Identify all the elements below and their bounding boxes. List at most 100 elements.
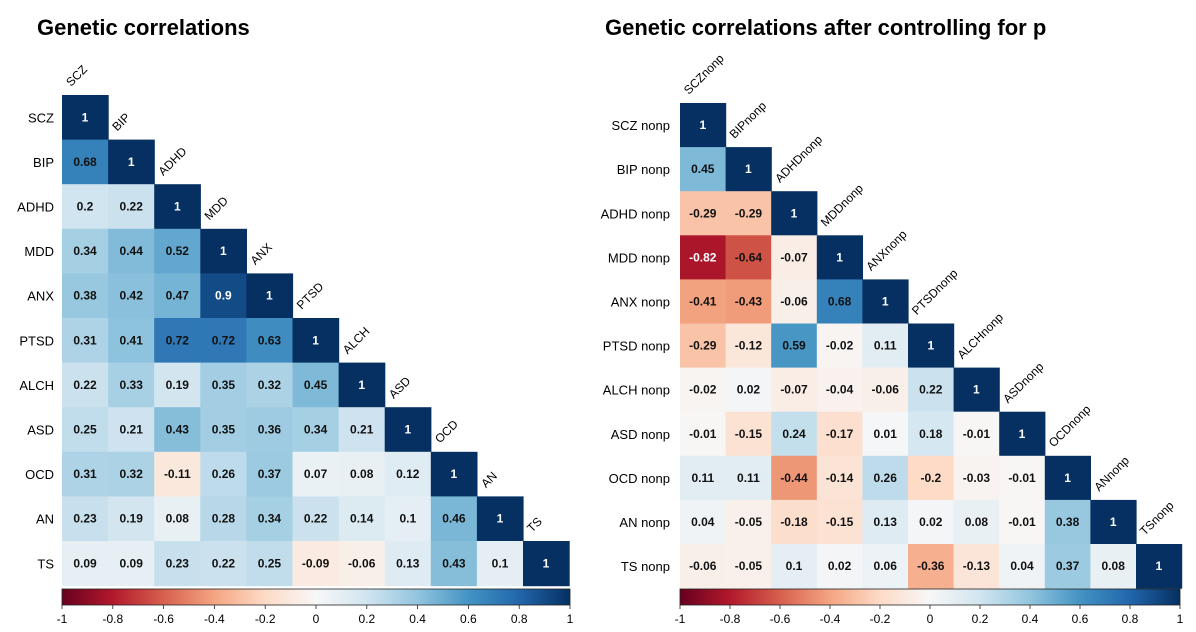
cell-value: 0.21 bbox=[350, 423, 374, 437]
row-label: BIP nonp bbox=[617, 162, 670, 177]
cell-value: 0.02 bbox=[828, 559, 852, 573]
heatmap-cell bbox=[476, 496, 524, 542]
cell-value: 0.14 bbox=[350, 512, 374, 526]
row-label: MDD nonp bbox=[608, 250, 670, 265]
cell-value: -0.05 bbox=[735, 515, 763, 529]
cell-value: 0.45 bbox=[304, 378, 328, 392]
heatmap-cell bbox=[771, 191, 818, 236]
heatmap-cell bbox=[108, 228, 155, 274]
cell-value: 0.22 bbox=[73, 378, 97, 392]
cell-value: 1 bbox=[699, 118, 706, 132]
cell-value: 0.38 bbox=[73, 289, 97, 303]
row-label: ANX nonp bbox=[611, 294, 670, 309]
heatmap-cell bbox=[680, 455, 727, 501]
heatmap-cell bbox=[154, 451, 201, 497]
heatmap-cell bbox=[1090, 544, 1137, 589]
heatmap-cell bbox=[816, 235, 863, 280]
heatmap-cell bbox=[771, 411, 818, 457]
row-label: ASD nonp bbox=[611, 427, 670, 442]
cell-value: 0.36 bbox=[258, 423, 282, 437]
heatmap-cell bbox=[680, 323, 727, 369]
cell-value: 0.19 bbox=[120, 512, 144, 526]
heatmap-cell bbox=[154, 496, 201, 542]
row-label: MDD bbox=[24, 244, 54, 259]
heatmap-cell bbox=[816, 323, 863, 369]
heatmap-cell bbox=[1044, 544, 1091, 589]
heatmap-cell bbox=[680, 367, 727, 413]
heatmap-cell bbox=[908, 411, 955, 457]
cell-value: 0.11 bbox=[737, 471, 760, 485]
heatmap-cell bbox=[154, 318, 201, 364]
cell-value: 0.33 bbox=[120, 378, 144, 392]
heatmap-cell bbox=[771, 235, 818, 280]
column-label: TS bbox=[524, 514, 545, 535]
cell-value: 0.68 bbox=[828, 294, 852, 308]
heatmap-cell bbox=[246, 273, 294, 319]
heatmap-cell bbox=[862, 544, 909, 589]
heatmap-cell bbox=[1044, 455, 1091, 501]
heatmap-cell bbox=[108, 496, 155, 542]
heatmap-cell bbox=[816, 411, 863, 457]
heatmap-cell bbox=[999, 499, 1046, 545]
cell-value: -0.01 bbox=[963, 427, 991, 441]
heatmap-cell bbox=[908, 544, 955, 589]
row-label: PTSD bbox=[19, 333, 54, 348]
cell-value: 0.34 bbox=[73, 244, 97, 258]
cell-value: 0.31 bbox=[73, 333, 97, 347]
cell-value: 0.24 bbox=[782, 427, 806, 441]
heatmap-cell bbox=[292, 407, 340, 453]
heatmap-cell bbox=[816, 544, 863, 589]
cell-value: -0.2 bbox=[920, 471, 941, 485]
cell-value: -0.04 bbox=[826, 383, 854, 397]
column-label: BIPnonp bbox=[727, 99, 770, 142]
heatmap-cell bbox=[338, 496, 386, 542]
heatmap-cell bbox=[62, 451, 109, 497]
colorbar-tick-label: 1 bbox=[1177, 612, 1184, 626]
cell-value: -0.17 bbox=[826, 427, 854, 441]
heatmap-cell bbox=[154, 184, 201, 230]
cell-value: -0.44 bbox=[780, 471, 808, 485]
heatmap-cell bbox=[771, 455, 818, 501]
cell-value: 1 bbox=[1155, 559, 1162, 573]
heatmap-cell bbox=[816, 455, 863, 501]
heatmap-panel-left: Genetic correlations 1 SCZ SCZ 0.68 1 BIP BIP 0.… bbox=[17, 15, 574, 626]
cell-value: 0.38 bbox=[1056, 515, 1080, 529]
row-label: PTSD nonp bbox=[603, 339, 670, 354]
heatmap-cell bbox=[771, 323, 818, 369]
colorbar-tick-label: -0.6 bbox=[153, 612, 174, 626]
cell-value: 1 bbox=[220, 244, 227, 258]
heatmap-cell bbox=[430, 496, 478, 542]
cell-value: 1 bbox=[1110, 515, 1117, 529]
colorbar-tick-label: -0.2 bbox=[255, 612, 276, 626]
colorbar-tick-label: 0.8 bbox=[511, 612, 528, 626]
heatmap-cell bbox=[200, 451, 247, 497]
cell-value: 0.08 bbox=[965, 515, 989, 529]
cell-value: 1 bbox=[973, 383, 980, 397]
cell-value: 0.13 bbox=[396, 556, 420, 570]
row-label: ANX bbox=[27, 289, 54, 304]
heatmap-panel-right: Genetic correlations after controlling f… bbox=[601, 15, 1184, 626]
colorbar-tick-label: 0 bbox=[313, 612, 320, 626]
heatmap-cell bbox=[108, 407, 155, 453]
column-label: ADHD bbox=[156, 144, 190, 178]
row-label: ASD bbox=[27, 423, 54, 438]
cell-value: 0.02 bbox=[737, 383, 761, 397]
cell-value: -0.15 bbox=[826, 515, 854, 529]
cell-value: 0.31 bbox=[73, 467, 97, 481]
cell-value: 0.08 bbox=[1102, 559, 1126, 573]
heatmap-cell bbox=[108, 451, 155, 497]
column-label: MDD bbox=[202, 193, 231, 222]
cell-value: -0.01 bbox=[689, 427, 717, 441]
heatmap-cell bbox=[680, 191, 727, 236]
colorbar-tick-label: -0.6 bbox=[770, 612, 791, 626]
heatmap-cell bbox=[771, 367, 818, 413]
heatmap-cell bbox=[292, 362, 340, 408]
cell-value: 0.37 bbox=[1056, 559, 1080, 573]
cell-value: 0.37 bbox=[258, 467, 282, 481]
cell-value: -0.13 bbox=[963, 559, 991, 573]
heatmap-cell bbox=[292, 318, 340, 364]
heatmap-cell bbox=[154, 541, 201, 587]
cell-value: -0.06 bbox=[872, 383, 900, 397]
cell-value: 1 bbox=[791, 206, 798, 220]
